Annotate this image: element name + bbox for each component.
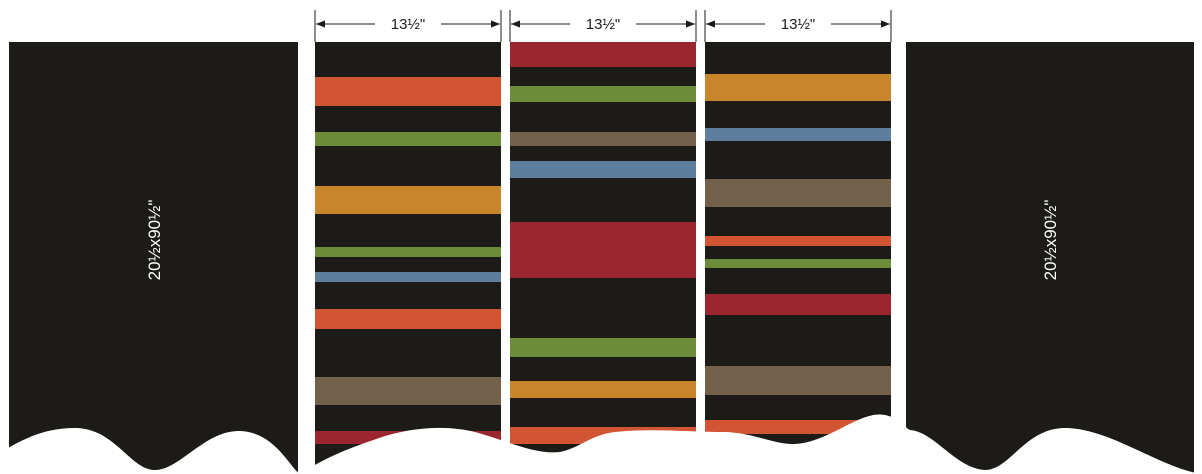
strip-1-band-4 (315, 247, 501, 257)
strip-1-band-3 (315, 186, 501, 214)
strip-3-band-5 (705, 259, 891, 268)
strip-1: 13½" (314, 10, 502, 474)
strip-2-band-2 (510, 86, 696, 102)
strip-1-band-6 (315, 309, 501, 329)
strip-3-band-2 (705, 128, 891, 141)
left-side-panel (9, 42, 298, 474)
strip-1-band-5 (315, 272, 501, 282)
strip-2-band-7 (510, 381, 696, 398)
strip-2-band-4 (510, 161, 696, 178)
strip-3-bands (705, 74, 891, 434)
strip-2-band-1 (510, 42, 696, 67)
strip-3: 13½" (704, 10, 892, 474)
strip-3-width-label: 13½" (781, 16, 816, 33)
strip-3-band-7 (705, 366, 891, 395)
strip-3-band-4 (705, 236, 891, 246)
strip-3-band-1 (705, 74, 891, 101)
strip-3-band-6 (705, 294, 891, 315)
strip-1-background (315, 42, 501, 474)
strip-1-width-label: 13½" (391, 16, 426, 33)
strip-2-width-label: 13½" (586, 16, 621, 33)
right-side-panel (906, 42, 1194, 474)
strip-2-band-6 (510, 338, 696, 357)
strip-2: 13½" (509, 10, 697, 474)
strip-1-bands (315, 77, 501, 444)
strip-2-band-3 (510, 132, 696, 146)
wavy-bottom-edge (0, 414, 1202, 474)
strip-3-background (705, 42, 891, 474)
left-side-panel-label: 20½x90½" (145, 200, 164, 281)
strip-2-band-5 (510, 222, 696, 278)
strip-3-band-3 (705, 179, 891, 207)
right-side-panel-label: 20½x90½" (1041, 200, 1060, 281)
strip-1-band-1 (315, 77, 501, 106)
strip-1-band-7 (315, 377, 501, 405)
strip-1-band-2 (315, 132, 501, 146)
